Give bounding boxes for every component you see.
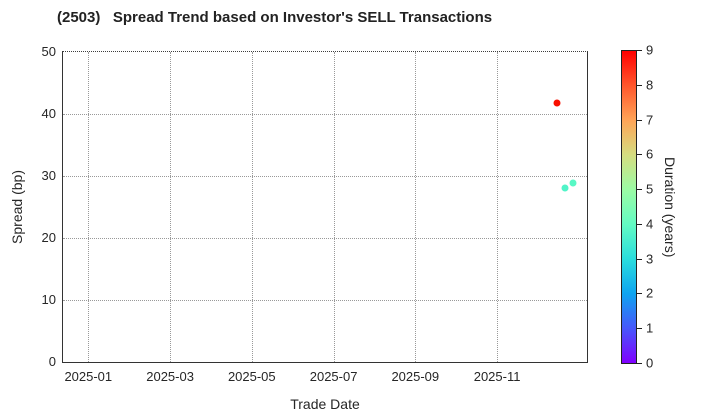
x-tick-label: 2025-07 [309, 369, 358, 384]
x-gridline [170, 52, 172, 362]
colorbar-tick [637, 84, 642, 86]
colorbar-tick [637, 154, 642, 156]
colorbar-tick [637, 223, 642, 225]
plot-area [62, 51, 588, 363]
x-gridline [497, 52, 499, 362]
colorbar-label: Duration (years) [662, 156, 678, 258]
colorbar [621, 50, 637, 364]
y-tick-label: 30 [41, 168, 56, 183]
colorbar-tick-label: 7 [646, 112, 654, 128]
colorbar-tick [637, 363, 642, 364]
x-tick-label: 2025-09 [391, 369, 440, 384]
chart-title: (2503) Spread Trend based on Investor's … [57, 9, 493, 26]
x-gridline [251, 52, 253, 362]
y-tick-label: 0 [48, 354, 56, 369]
colorbar-tick [637, 293, 642, 295]
colorbar-tick-label: 1 [646, 320, 654, 336]
y-tick-label: 20 [41, 230, 56, 245]
y-tick-label: 40 [41, 106, 56, 121]
colorbar-tick-label: 3 [646, 251, 654, 267]
colorbar-tick [637, 50, 642, 51]
colorbar-tick-label: 5 [646, 181, 654, 197]
colorbar-tick [637, 119, 642, 121]
y-gridline [63, 176, 587, 177]
y-gridline [63, 300, 587, 301]
colorbar-label-container: Duration (years) [661, 50, 679, 364]
x-gridline [333, 52, 335, 362]
y-axis-label-container: Spread (bp) [2, 51, 32, 363]
y-tick-label: 10 [41, 292, 56, 307]
colorbar-tick [637, 328, 642, 330]
colorbar-tick [637, 258, 642, 260]
x-gridline [415, 52, 417, 362]
colorbar-tick-label: 6 [646, 146, 654, 162]
y-tick-label: 50 [41, 44, 56, 59]
colorbar-tick [637, 189, 642, 191]
data-point [553, 99, 561, 107]
x-tick-label: 2025-03 [146, 369, 194, 384]
x-tick-label: 2025-01 [64, 369, 113, 384]
colorbar-tick-label: 0 [646, 355, 654, 371]
colorbar-tick-label: 8 [646, 77, 654, 93]
x-gridline [88, 52, 90, 362]
colorbar-tick-label: 2 [646, 285, 654, 301]
x-tick-label: 2025-05 [227, 369, 276, 384]
y-gridline [63, 238, 587, 239]
colorbar-tick-label: 9 [646, 42, 654, 58]
data-point [561, 184, 569, 192]
y-gridline [63, 114, 587, 115]
x-tick-label: 2025-11 [473, 369, 521, 384]
data-point [569, 179, 577, 187]
x-axis-label: Trade Date [290, 396, 360, 412]
colorbar-tick-label: 4 [646, 216, 654, 232]
